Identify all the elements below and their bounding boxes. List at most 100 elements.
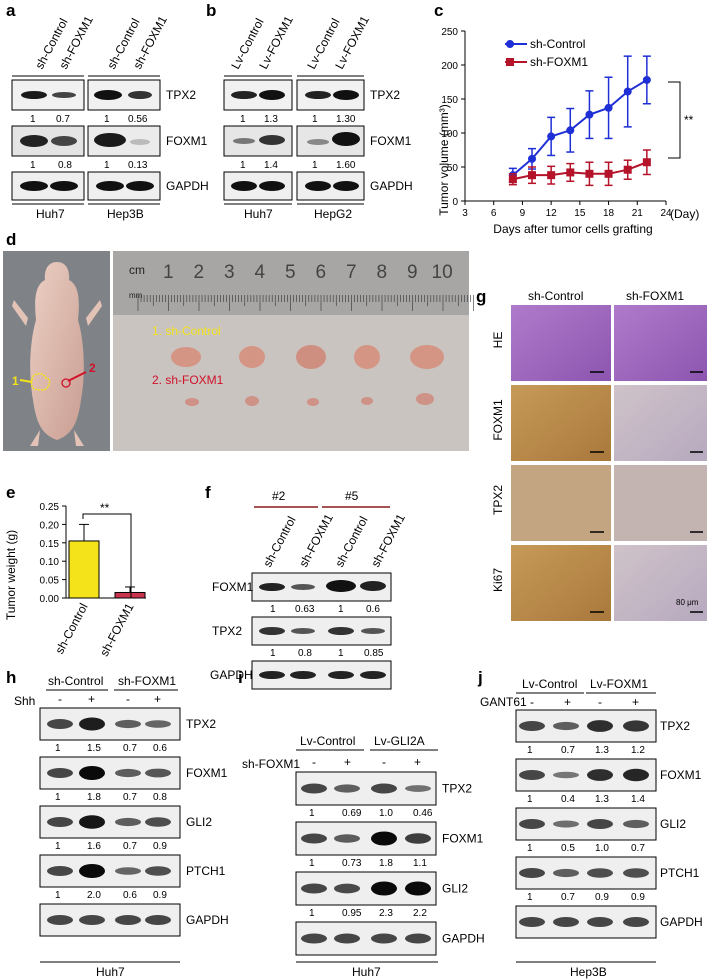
data-point [604,169,613,178]
column-label: sh-FOXM1 [626,289,684,303]
blot-band [145,915,171,925]
quant-value: 0.73 [342,858,362,869]
quant-value: 0.9 [595,892,609,903]
y-tick-label: 0 [452,197,458,208]
group-label: Lv-Control [522,677,577,691]
ruler-number: 8 [377,262,388,283]
blot-band [115,817,141,827]
panel-letter-b: b [206,1,216,20]
ruler-number: 4 [255,262,266,283]
quant-value: 1 [312,114,318,125]
category-label: sh-Control [52,601,90,656]
cell-line-label: Huh7 [352,965,381,979]
blot-band [301,783,327,794]
group-label: #2 [272,489,286,503]
row-label: GAPDH [660,915,703,929]
quant-value: 0.46 [413,808,433,819]
blot-band [79,915,105,925]
ruler-number: 7 [346,262,357,283]
cell-line-label: Huh7 [36,207,65,221]
y-tick-label: 150 [441,95,458,106]
legend-marker [506,40,514,48]
data-point [642,75,651,84]
blot-panel-j: Lv-Control Lv-FOXM1 GANT61 - + - + TPX2 1… [480,677,703,979]
quant-value: 1 [527,892,533,903]
blot-band [115,768,141,778]
blot-band [145,768,171,778]
data-point [566,126,575,135]
blot-band [301,833,327,844]
data-point [642,158,651,167]
series-line [512,79,648,176]
ruler-number: 2 [194,262,205,283]
blot-panel-i: Lv-Control Lv-GLI2A sh-FOXM1 - + - + TPX… [242,734,485,979]
quant-value: 0.9 [153,841,167,852]
cell-line-label: Hep3B [107,207,144,221]
x-tick-label: 3 [462,208,468,219]
blot-band [79,815,105,829]
quant-value: 0.7 [56,114,70,125]
quant-value: 0.63 [295,604,315,615]
ihc-panel-g: sh-Control sh-FOXM1 HE FOXM1 TPX2 Ki67 8… [491,289,707,621]
row-label: FOXM1 [212,580,254,594]
quant-value: 0.8 [153,792,167,803]
ihc-image [614,305,707,381]
blot-band [587,917,613,927]
blot-band [623,917,649,927]
quant-value: 1 [55,743,61,754]
ihc-image [511,305,611,381]
group-label-control: 1. sh-Control [152,324,221,338]
quant-value: 0.13 [128,160,148,171]
tumor-weight-chart: Tumor weight (g) 0.00 0.05 0.10 0.15 0.20 0.2… [4,501,146,659]
y-tick-label: 100 [441,129,458,140]
data-point [585,169,594,178]
category-label: sh-FOXM1 [97,601,137,659]
row-label: FOXM1 [186,766,228,780]
ruler-number: 3 [224,262,235,283]
x-tick-label: 24 [660,208,672,219]
blot-band [301,933,327,944]
quant-value: 1 [104,160,110,171]
quant-value: 1 [527,745,533,756]
data-point [547,132,556,141]
sign: - [126,692,130,706]
quant-value: 1 [270,604,276,615]
group-label: sh-FOXM1 [118,674,176,688]
row-label: GAPDH [442,932,485,946]
quant-value: 1 [338,604,344,615]
blot-band [79,766,105,780]
blot-band [587,769,613,781]
blot-band [553,868,579,878]
lane-label: sh-Control [332,514,370,569]
quant-value: 0.9 [631,892,645,903]
ihc-image [614,545,707,621]
blot-band [334,933,360,944]
ruler-number: 9 [407,262,418,283]
quant-value: 0.7 [123,743,137,754]
y-tick-label: 200 [441,61,458,72]
panel-letter-a: a [6,1,16,20]
row-label: Ki67 [491,568,505,592]
blot-panel-f: #2 #5 sh-Control sh-FOXM1 sh-Control sh-… [210,489,408,690]
y-axis-label: Tumor volume (mm³) [437,104,451,216]
quant-value: 0.8 [298,648,312,659]
panel-letter-i: i [238,668,243,687]
quant-value: 0.5 [561,843,575,854]
group-label: Lv-GLI2A [374,734,425,748]
group-label: sh-Control [48,674,103,688]
group-label-foxm1: 2. sh-FOXM1 [152,373,224,387]
quant-value: 2.0 [87,890,101,901]
x-tick-label: 6 [491,208,497,219]
sign: + [154,692,161,706]
panel-letter-h: h [6,668,16,687]
row-label: TPX2 [370,88,400,102]
y-axis-label: Tumor weight (g) [4,530,18,620]
ruler-sub-unit: mm [129,291,143,300]
quant-value: 1 [527,843,533,854]
blot-band [587,868,613,878]
panel-letter-e: e [6,483,15,502]
sign: + [632,695,639,709]
data-point [547,171,556,180]
quant-value: 0.4 [561,794,575,805]
y-tick-label: 0.25 [40,502,60,513]
